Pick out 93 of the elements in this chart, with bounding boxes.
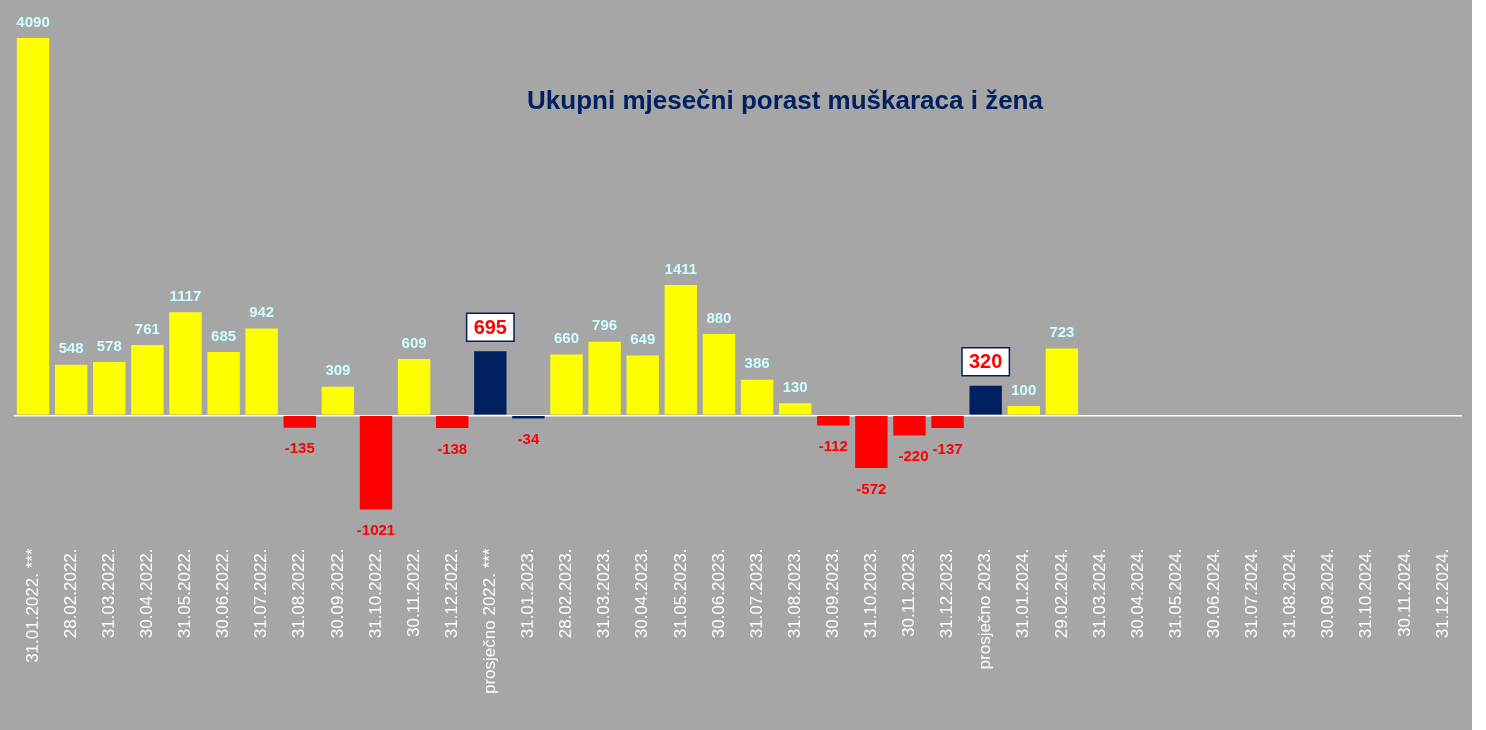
bar	[359, 416, 393, 510]
x-tick-label: 31.10.2023.	[861, 548, 881, 639]
bar	[893, 416, 926, 436]
data-label: -1021	[356, 521, 396, 539]
x-tick-label: 31.10.2022.	[365, 548, 385, 639]
x-tick-label: 31.05.2023.	[670, 548, 690, 639]
data-label: 649	[630, 330, 656, 348]
data-label: -34	[517, 430, 540, 448]
x-tick-label: 31.03.2023.	[594, 548, 614, 639]
bar	[283, 416, 316, 428]
bar	[778, 403, 812, 415]
x-tick-label: 31.12.2022.	[441, 548, 461, 639]
bar	[931, 416, 964, 428]
x-tick-label: prosječno 2022. ***	[480, 548, 499, 694]
data-label: 609	[401, 333, 427, 351]
data-label: 130	[782, 377, 808, 395]
data-label: 1411	[664, 259, 698, 277]
x-tick-label: 31.05.2024.	[1165, 548, 1185, 639]
text: Ukupni mjesečni porast muškaraca i žena	[527, 85, 1044, 116]
x-tick-label: 31.03.2024.	[1089, 548, 1109, 639]
data-label: 685	[211, 326, 237, 344]
bar	[245, 328, 278, 415]
data-label: 386	[744, 354, 770, 372]
data-label: 761	[134, 319, 160, 337]
x-tick-label: 31.10.2024.	[1356, 548, 1376, 639]
bar	[740, 379, 774, 415]
x-tick-label: 31.01.2023.	[518, 548, 538, 639]
data-label: 796	[592, 316, 618, 334]
bar	[550, 354, 583, 415]
bar	[474, 351, 507, 415]
x-tick-label: 31.03.2022.	[98, 548, 118, 639]
data-label: 660	[554, 329, 580, 347]
data-label: 548	[58, 339, 84, 357]
bar	[1045, 348, 1079, 415]
bar	[321, 386, 355, 415]
x-tick-label: 31.12.2024.	[1432, 548, 1452, 639]
x-tick-label: 31.07.2023.	[746, 548, 766, 639]
x-tick-label: 30.11.2023.	[899, 548, 919, 637]
x-tick-label: 28.02.2023.	[556, 548, 576, 639]
bar	[207, 352, 240, 415]
x-tick-label: 31.08.2024.	[1280, 548, 1300, 639]
data-label: 4090	[16, 12, 50, 30]
x-tick-label: 30.04.2024.	[1127, 548, 1147, 639]
x-tick-label: 30.06.2022.	[213, 548, 233, 639]
x-tick-label: 31.01.2022. ***	[22, 548, 42, 663]
x-tick-label: 31.07.2024.	[1242, 548, 1262, 639]
x-tick-label: 30.06.2023.	[708, 548, 728, 639]
bar	[131, 345, 164, 415]
bar	[626, 355, 659, 415]
data-label: -138	[437, 439, 468, 457]
x-tick-label: 30.04.2022.	[137, 548, 157, 639]
x-tick-label: 31.05.2022.	[175, 548, 195, 639]
data-label: 1117	[169, 286, 202, 304]
bar	[817, 416, 850, 426]
x-tick-label: 30.04.2023.	[632, 548, 652, 639]
bar	[436, 416, 469, 428]
bar	[588, 341, 621, 415]
data-label: -137	[932, 439, 963, 457]
x-tick-label: 30.06.2024.	[1204, 548, 1223, 639]
bar	[1007, 406, 1040, 415]
data-label: 942	[249, 303, 275, 321]
x-tick-label: 30.09.2024.	[1318, 548, 1338, 639]
data-label: -220	[898, 447, 929, 465]
bar	[54, 364, 88, 415]
x-tick-label: 31.12.2023.	[937, 548, 957, 639]
bar	[969, 385, 1002, 415]
bar	[855, 416, 888, 469]
data-label: 880	[706, 308, 732, 326]
x-tick-label: prosječno 2023.	[975, 548, 995, 670]
data-label: -135	[284, 439, 315, 457]
data-label: 100	[1011, 380, 1037, 398]
x-tick-label: 30.11.2024.	[1394, 548, 1414, 637]
data-label: 723	[1049, 323, 1075, 341]
x-tick-label: 31.08.2023.	[784, 548, 804, 639]
x-tick-label: 30.09.2022.	[327, 548, 347, 639]
data-label: 578	[96, 336, 122, 354]
bar	[702, 334, 736, 415]
data-label: 320	[969, 350, 1003, 373]
bar	[397, 359, 431, 415]
bar	[169, 312, 202, 415]
bar	[664, 285, 698, 415]
data-label: -112	[818, 437, 848, 455]
data-label: 309	[325, 361, 351, 379]
x-tick-label: 31.07.2022.	[251, 548, 271, 639]
x-tick-label: 31.08.2022.	[289, 548, 309, 639]
x-tick-label: 31.01.2024.	[1013, 548, 1033, 639]
bar	[93, 361, 126, 415]
data-label: 695	[473, 315, 507, 338]
x-tick-label: 30.09.2023.	[822, 548, 842, 639]
x-tick-label: 29.02.2024.	[1051, 548, 1071, 639]
x-tick-label: 28.02.2022.	[60, 548, 80, 639]
x-tick-label: 30.11.2022.	[403, 548, 423, 637]
data-label: -572	[856, 479, 887, 497]
